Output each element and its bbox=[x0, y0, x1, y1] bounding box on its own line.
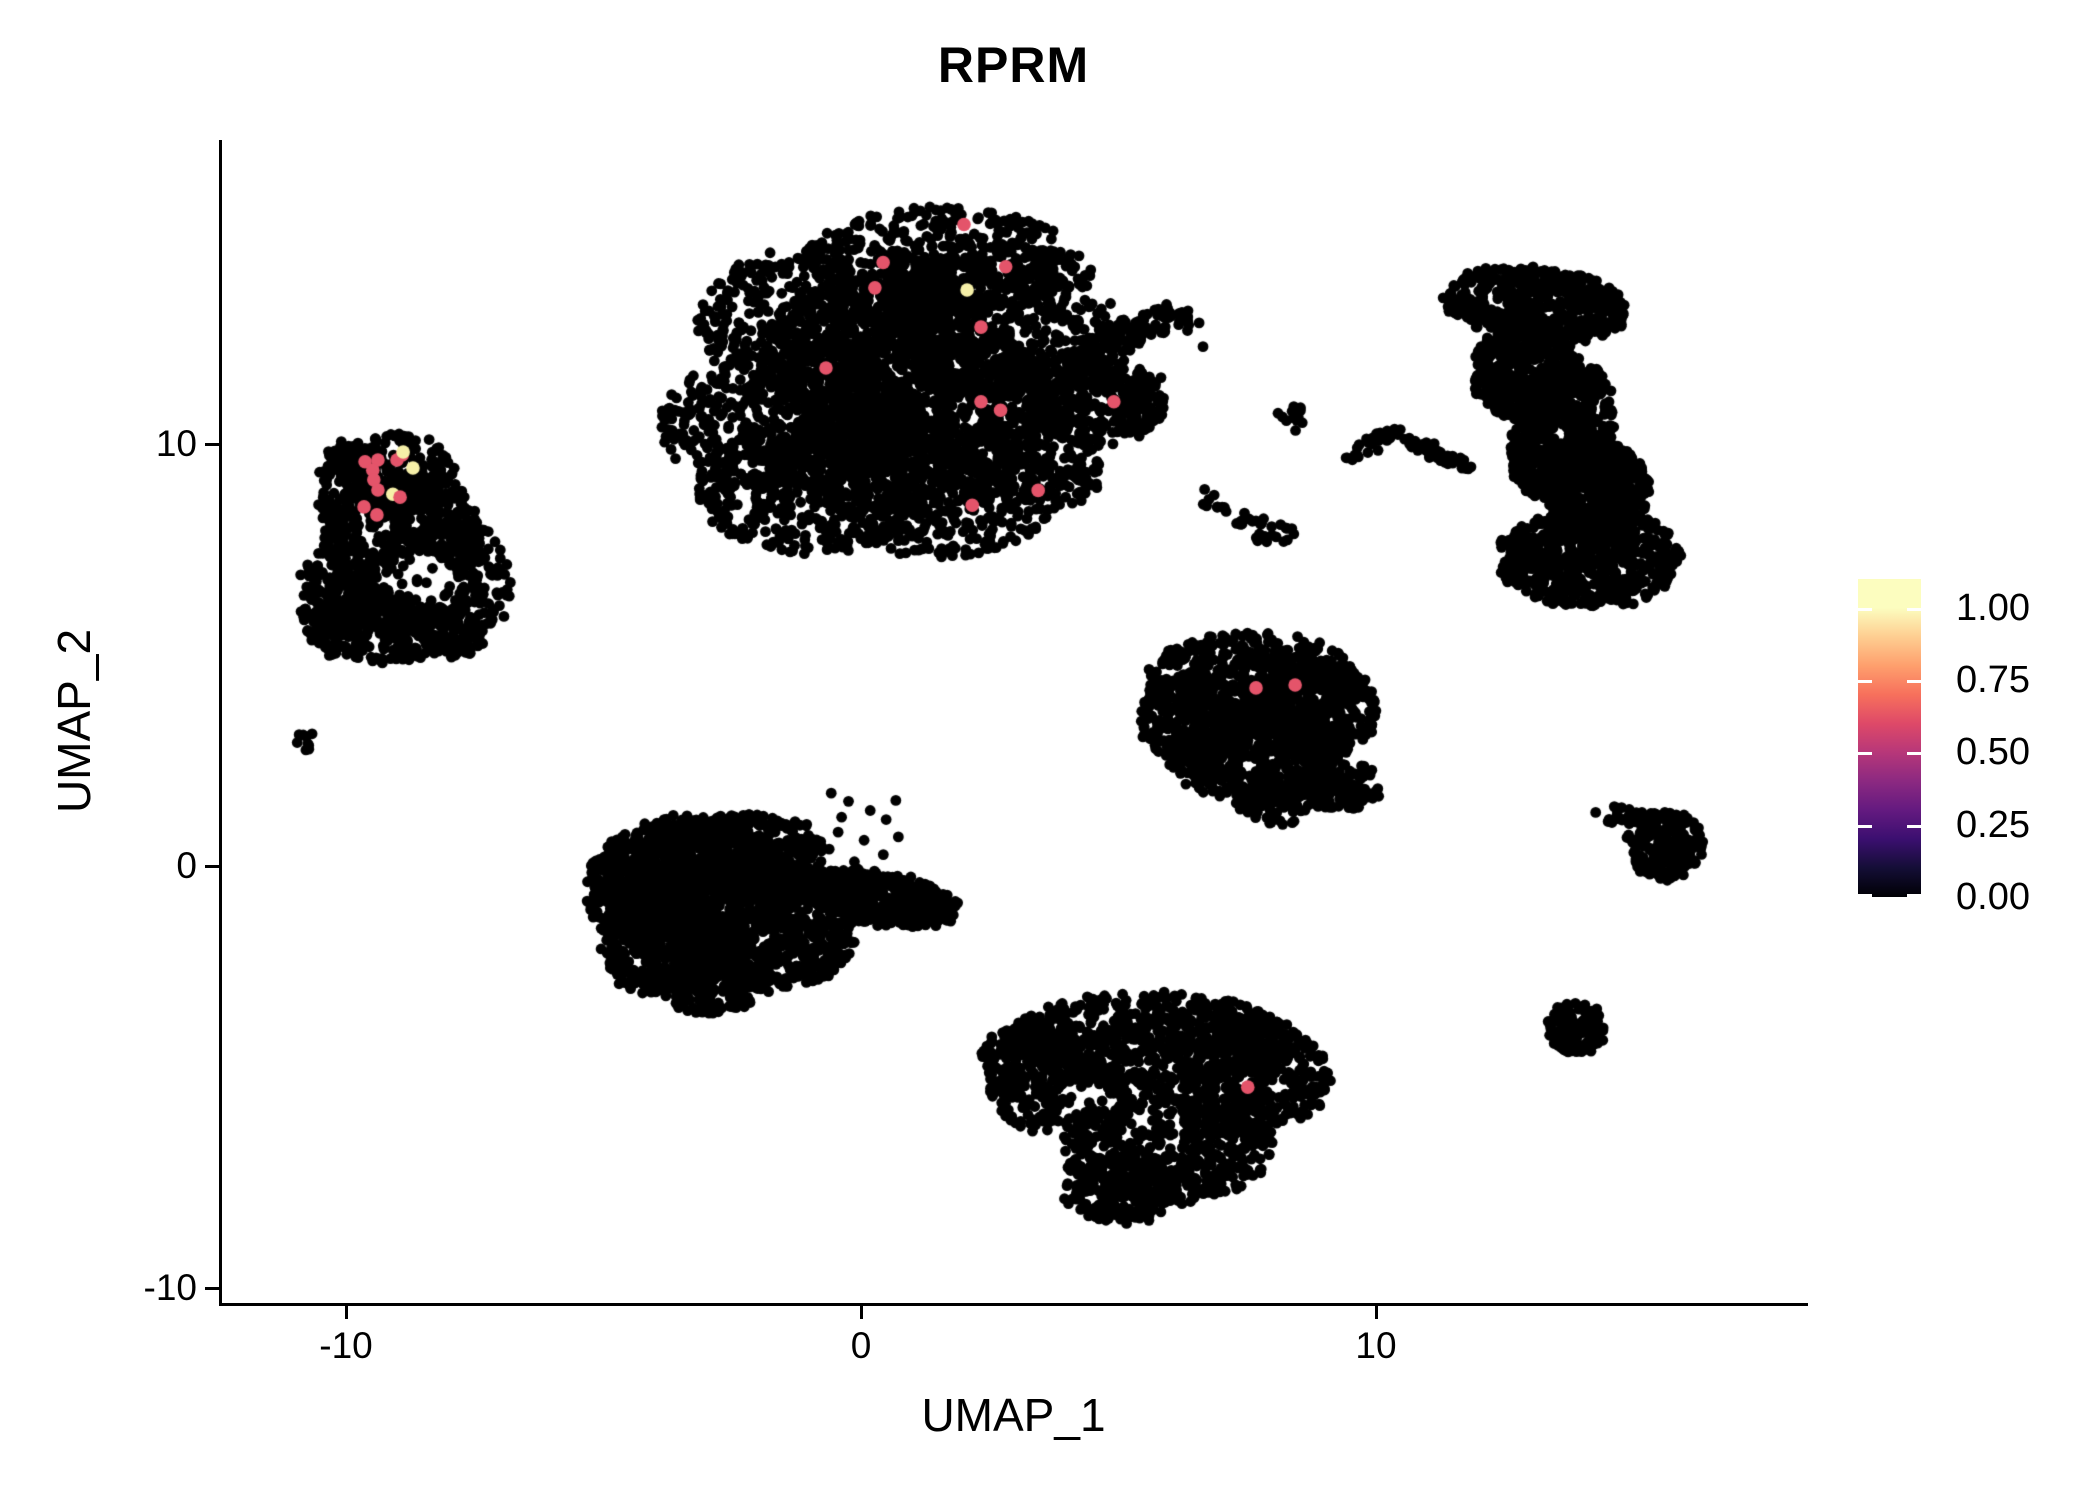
y-axis-title: UMAP_2 bbox=[48, 628, 100, 814]
y-tick-label: -10 bbox=[143, 1267, 197, 1308]
legend-tick-label: 0.25 bbox=[1956, 803, 2030, 846]
legend-tick-dash bbox=[1907, 824, 1921, 828]
legend-tick-dash bbox=[1907, 894, 1921, 897]
legend-tick-label: 0.00 bbox=[1956, 876, 2030, 918]
y-tick-label: 10 bbox=[155, 423, 197, 464]
x-tick-label: 0 bbox=[850, 1325, 872, 1366]
legend-tick-dash bbox=[1858, 824, 1872, 828]
legend-tick-dash bbox=[1907, 607, 1921, 611]
legend-tick-dash bbox=[1858, 607, 1872, 611]
legend-tick-dash bbox=[1907, 680, 1921, 684]
legend-tick-label: 0.50 bbox=[1956, 731, 2030, 774]
y-tick-mark bbox=[205, 864, 219, 868]
x-axis-line bbox=[219, 1303, 1808, 1306]
legend-tick-label: 1.00 bbox=[1956, 586, 2030, 629]
y-tick-mark bbox=[205, 1286, 219, 1290]
y-axis-line bbox=[219, 140, 222, 1306]
x-tick-label: -10 bbox=[319, 1325, 373, 1366]
x-tick-label: 10 bbox=[1355, 1325, 1397, 1366]
x-tick-mark bbox=[1374, 1305, 1378, 1319]
legend-colorbar bbox=[1858, 579, 1921, 897]
legend-tick-dash bbox=[1858, 894, 1872, 897]
legend-tick-dash bbox=[1858, 752, 1872, 756]
x-tick-mark bbox=[859, 1305, 863, 1319]
y-tick-mark bbox=[205, 442, 219, 446]
x-tick-mark bbox=[344, 1305, 348, 1319]
legend-tick-dash bbox=[1907, 752, 1921, 756]
y-tick-label: 0 bbox=[176, 845, 197, 886]
legend-tick-dash bbox=[1858, 680, 1872, 684]
x-axis-title: UMAP_1 bbox=[921, 1389, 1106, 1441]
legend-tick-label: 0.75 bbox=[1956, 659, 2030, 702]
